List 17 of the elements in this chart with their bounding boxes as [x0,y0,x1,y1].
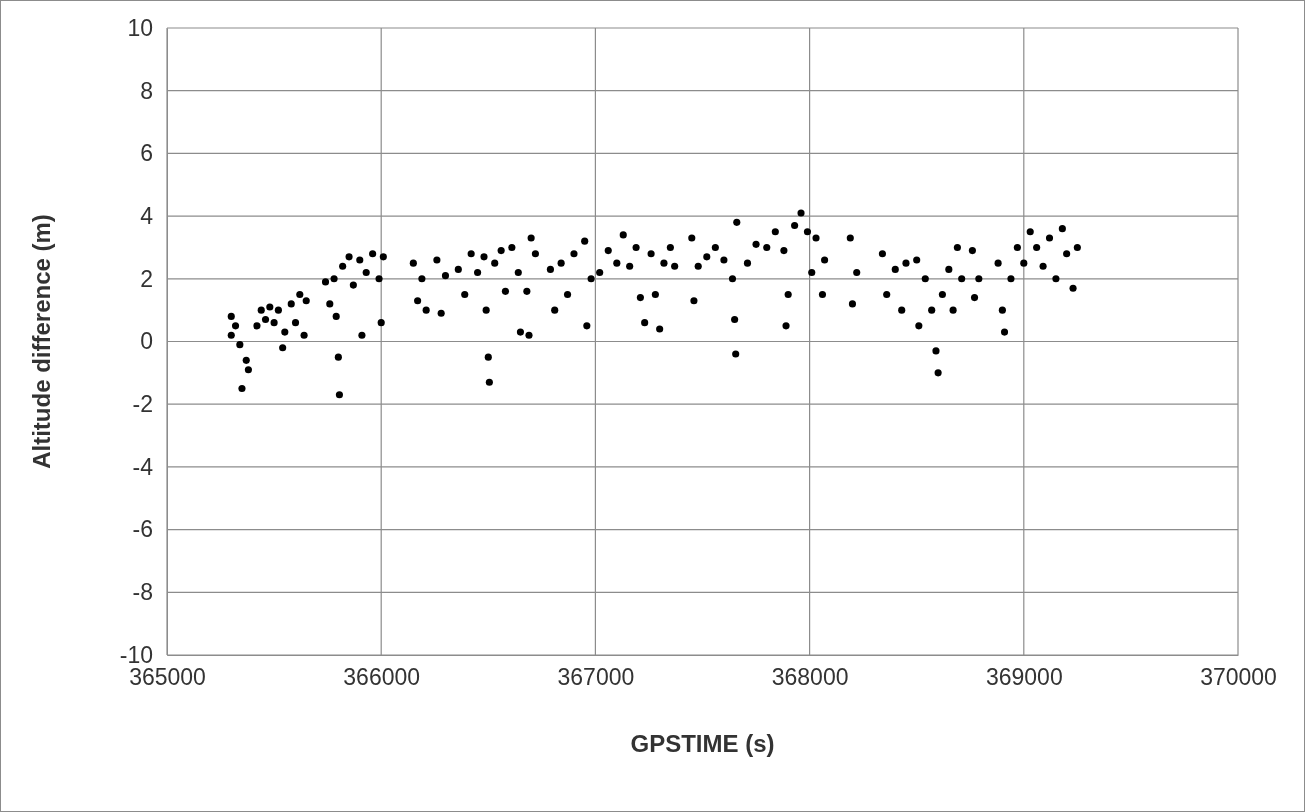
y-tick-label: -8 [132,579,153,606]
x-axis-title: GPSTIME (s) [630,730,775,757]
y-tick-label: 10 [127,14,153,41]
y-tick-label: 8 [140,77,153,104]
y-tick-label: -2 [132,391,153,418]
y-tick-label: -6 [132,516,153,543]
x-tick-label: 367000 [557,664,635,691]
x-tick-label: 368000 [771,664,849,691]
y-tick-label: 4 [140,202,154,229]
x-tick-label: 369000 [985,664,1063,691]
y-tick-label: 0 [140,328,153,355]
x-tick-label: 366000 [343,664,421,691]
y-axis-title: Altitude difference (m) [28,214,55,469]
x-tick-label: 370000 [1200,664,1277,691]
y-tick-label: 2 [140,265,153,292]
y-tick-label: 6 [140,140,153,167]
y-tick-label: -4 [132,453,154,480]
